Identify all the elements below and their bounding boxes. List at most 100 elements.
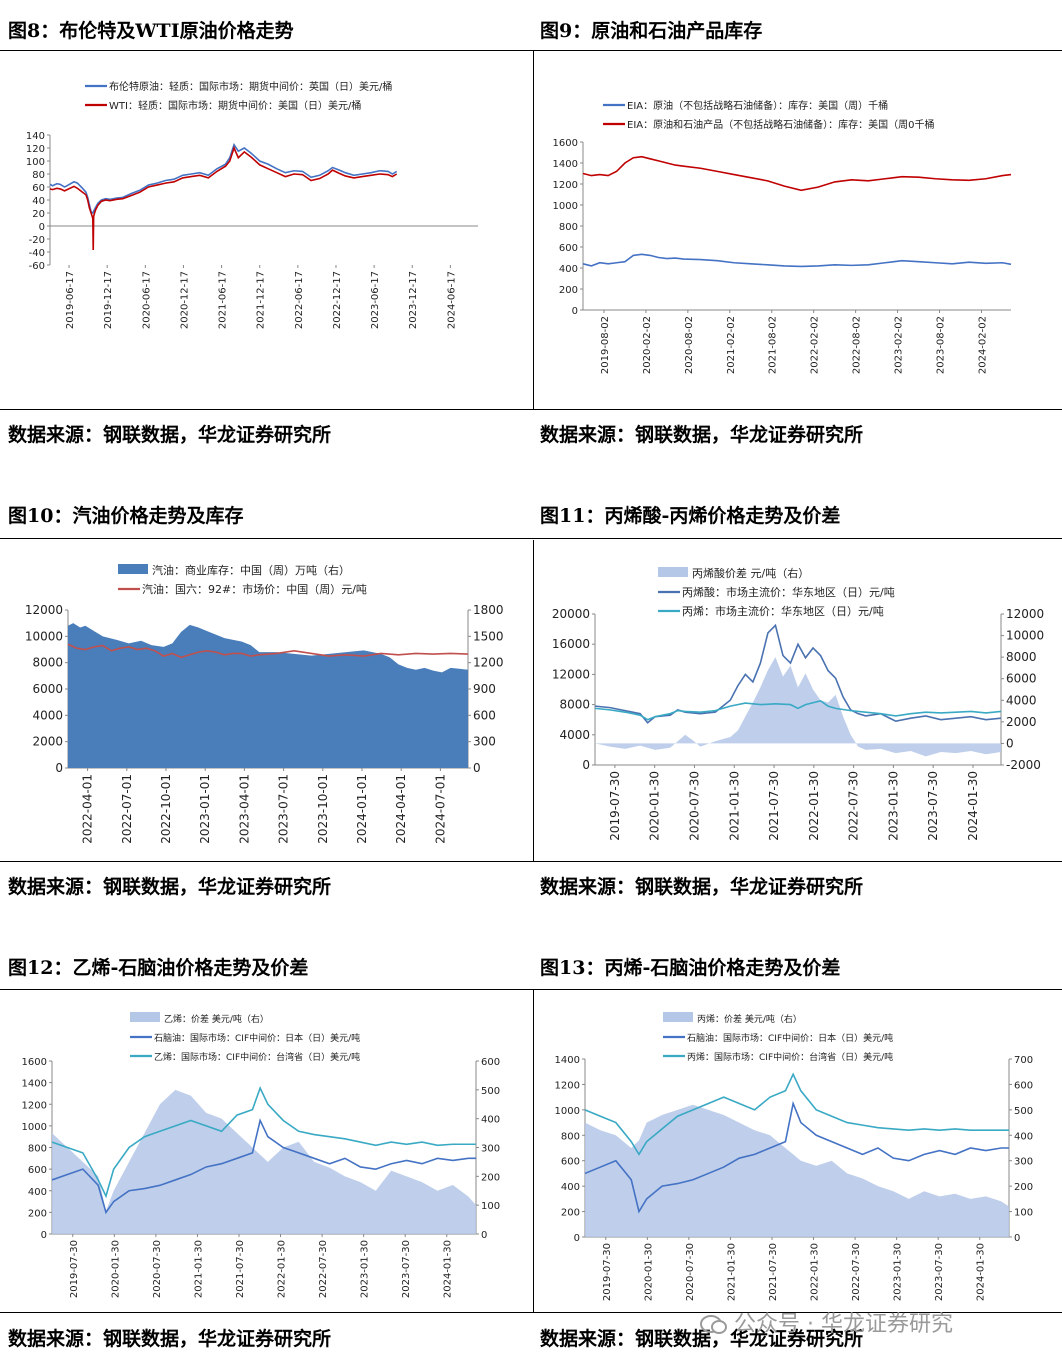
y-tick-label-right: 0: [481, 1230, 487, 1241]
y-tick-label: 1600: [22, 1057, 47, 1068]
x-tick-label: 2020-01-30: [648, 771, 662, 841]
y-tick-label-right: 4000: [1006, 693, 1037, 707]
y-tick-label: 60: [32, 183, 45, 194]
series-line: [51, 1085, 476, 1199]
series-area: [585, 1104, 1009, 1237]
x-tick-label: 2023-01-01: [198, 774, 212, 844]
y-tick-label-right: 400: [481, 1115, 500, 1126]
y-tick-label-right: 300: [473, 735, 496, 749]
y-tick-label: 20: [32, 209, 45, 220]
x-tick-label: 2024-01-30: [976, 1243, 987, 1301]
x-tick-label: 2023-08-02: [936, 316, 947, 374]
x-tick-label: 2021-01-30: [193, 1240, 204, 1298]
x-tick-label: 2021-12-17: [256, 271, 267, 329]
legend-label: EIA：原油和石油产品（不包括战略石油储备）：库存：美国（周0千桶: [627, 118, 934, 131]
x-tick-label: 2022-01-30: [810, 1243, 821, 1301]
y-tick-label-right: 1200: [473, 656, 504, 670]
y-tick-label: 0: [55, 761, 63, 775]
series-area: [52, 1089, 476, 1234]
series-line: [584, 1100, 1009, 1214]
y-tick-label: -20: [29, 235, 45, 246]
x-tick-label: 2024-06-17: [446, 271, 457, 329]
legend-label: 乙烯：价差 美元/吨（右）: [164, 1013, 269, 1025]
x-tick-label: 2020-06-17: [141, 271, 152, 329]
x-tick-label: 2022-10-01: [159, 774, 173, 844]
y-tick-label: 0: [572, 306, 578, 317]
column-divider: [533, 990, 534, 1312]
y-tick-label: 4000: [32, 708, 63, 722]
x-tick-label: 2020-01-30: [110, 1240, 121, 1298]
y-tick-label-right: 200: [1014, 1182, 1033, 1193]
legend-label: 丙烯酸：市场主流价：华东地区（日）元/吨: [682, 585, 895, 599]
y-tick-label: 400: [28, 1187, 47, 1198]
legend-swatch: [663, 1012, 693, 1022]
y-tick-label: 6000: [32, 682, 63, 696]
legend-label: 石脑油：国际市场：CIF中间价：日本（日）美元/吨: [154, 1032, 360, 1044]
y-tick-label: 600: [561, 1157, 580, 1168]
x-tick-label: 2023-01-30: [886, 771, 900, 841]
chart-fig8: -60 -40 -20 0 20 40 60 80 100 120 140 2019-06-17 201…: [26, 80, 478, 329]
x-tick-label: 2023-12-17: [408, 271, 419, 329]
figure-source: 数据来源：钢联数据，华龙证券研究所: [540, 1328, 864, 1350]
y-tick-label: 140: [26, 131, 45, 142]
y-tick-label-right: 2000: [1006, 715, 1037, 729]
series-line: [49, 142, 398, 215]
y-tick-label: 8000: [559, 698, 590, 712]
x-tick-label: 2023-07-01: [277, 774, 291, 844]
x-tick-label: 2023-04-01: [237, 774, 251, 844]
y-tick-label-right: 100: [481, 1201, 500, 1212]
x-tick-label: 2019-06-17: [65, 271, 76, 329]
x-tick-label: 2022-07-01: [120, 774, 134, 844]
x-tick-label: 2022-07-30: [847, 771, 861, 841]
legend-label: WTI：轻质：国际市场：期货中间价：美国（日）美元/桶: [109, 99, 361, 112]
y-tick-label: 200: [559, 285, 578, 296]
y-tick-label: -40: [29, 248, 45, 259]
x-tick-label: 2021-01-30: [726, 1243, 737, 1301]
figure-frame: [0, 989, 1062, 1313]
y-tick-label: 16000: [552, 637, 590, 651]
figure-frame: [0, 50, 1062, 410]
y-tick-label: 800: [561, 1131, 580, 1142]
x-tick-label: 2022-04-01: [81, 774, 95, 844]
y-tick-label: 10000: [25, 629, 63, 643]
figure-source: 数据来源：钢联数据，华龙证券研究所: [540, 424, 864, 446]
y-tick-label-right: 12000: [1006, 607, 1044, 621]
y-tick-label-right: 100: [1014, 1208, 1033, 1219]
series-line: [67, 643, 469, 659]
y-tick-label: 1200: [22, 1100, 47, 1111]
y-tick-label: 0: [39, 222, 45, 233]
y-tick-label: 100: [26, 157, 45, 168]
y-tick-label-right: 1500: [473, 629, 504, 643]
series-line: [594, 699, 1002, 721]
legend-label: 乙烯：国际市场：CIF中间价：台湾省（日）美元/吨: [154, 1051, 360, 1063]
figure-source: 数据来源：钢联数据，华龙证券研究所: [540, 876, 864, 898]
figure-source: 数据来源：钢联数据，华龙证券研究所: [8, 424, 332, 446]
y-tick-label: 800: [559, 222, 578, 233]
y-tick-label: 1200: [553, 180, 578, 191]
x-tick-label: 2020-07-30: [687, 771, 701, 841]
y-tick-label-right: 0: [1006, 736, 1014, 750]
x-tick-label: 2022-07-30: [318, 1240, 329, 1298]
y-tick-label: 1400: [22, 1079, 47, 1090]
x-tick-label: 2020-07-30: [152, 1240, 163, 1298]
x-tick-label: 2021-06-17: [218, 271, 229, 329]
y-tick-label: 0: [41, 1230, 47, 1241]
column-divider: [533, 50, 534, 410]
legend-swatch: [130, 1012, 160, 1022]
y-tick-label-right: 0: [1014, 1233, 1020, 1244]
figure-frame: [0, 538, 1062, 862]
x-tick-label: 2022-06-17: [294, 271, 305, 329]
x-tick-label: 2021-02-02: [726, 316, 737, 374]
x-tick-label: 2019-07-30: [602, 1243, 613, 1301]
x-tick-label: 2024-07-01: [433, 774, 447, 844]
x-tick-label: 2020-01-30: [643, 1243, 654, 1301]
x-tick-label: 2024-04-01: [394, 774, 408, 844]
x-tick-label: 2024-02-02: [977, 316, 988, 374]
y-tick-label-right: 6000: [1006, 672, 1037, 686]
x-tick-label: 2019-07-30: [69, 1240, 80, 1298]
x-tick-label: 2024-01-01: [355, 774, 369, 844]
series-area: [595, 657, 1001, 757]
x-tick-label: 2023-06-17: [370, 271, 381, 329]
x-tick-label: 2021-07-30: [767, 771, 781, 841]
x-tick-label: 2023-10-01: [316, 774, 330, 844]
